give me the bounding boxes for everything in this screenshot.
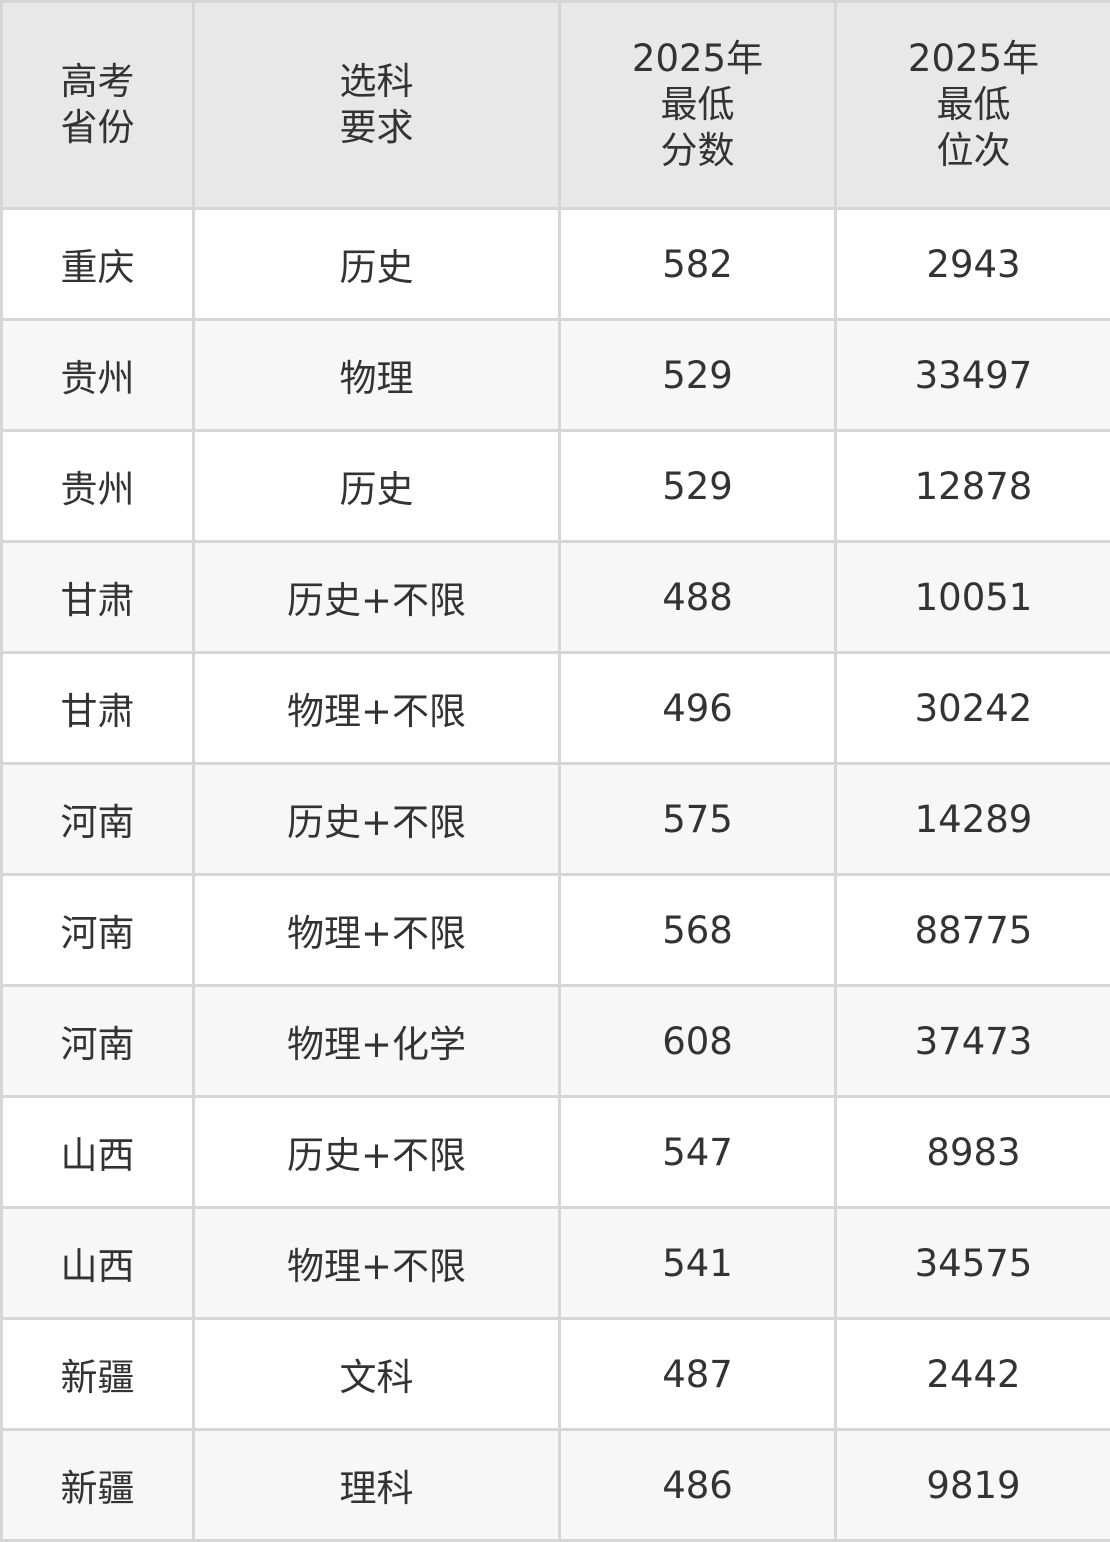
header-cell: 2025年 最低 位次 bbox=[834, 0, 1110, 210]
table-cell: 582 bbox=[558, 207, 837, 321]
table-cell: 486 bbox=[558, 1428, 837, 1542]
table-cell: 496 bbox=[558, 651, 837, 765]
table-cell: 历史+不限 bbox=[192, 762, 561, 876]
table-header: 高考 省份 选科 要求 2025年 最低 分数 2025年 最低 位次 bbox=[0, 0, 1110, 210]
table-cell: 贵州 bbox=[0, 429, 195, 543]
table-row: 重庆 历史 582 2943 bbox=[0, 207, 1110, 321]
table-row: 贵州 物理 529 33497 bbox=[0, 318, 1110, 432]
table-cell: 重庆 bbox=[0, 207, 195, 321]
table-cell: 10051 bbox=[834, 540, 1110, 654]
table-cell: 541 bbox=[558, 1206, 837, 1320]
table-cell: 物理+不限 bbox=[192, 873, 561, 987]
table-row: 河南 历史+不限 575 14289 bbox=[0, 762, 1110, 876]
table-cell: 历史+不限 bbox=[192, 540, 561, 654]
table-cell: 568 bbox=[558, 873, 837, 987]
table-cell: 历史+不限 bbox=[192, 1095, 561, 1209]
table-cell: 34575 bbox=[834, 1206, 1110, 1320]
table-cell: 历史 bbox=[192, 429, 561, 543]
table-cell: 33497 bbox=[834, 318, 1110, 432]
table-cell: 历史 bbox=[192, 207, 561, 321]
table-row: 河南 物理+化学 608 37473 bbox=[0, 984, 1110, 1098]
table-row: 河南 物理+不限 568 88775 bbox=[0, 873, 1110, 987]
table-cell: 新疆 bbox=[0, 1428, 195, 1542]
table-row: 甘肃 物理+不限 496 30242 bbox=[0, 651, 1110, 765]
table-cell: 河南 bbox=[0, 984, 195, 1098]
table-cell: 物理+不限 bbox=[192, 1206, 561, 1320]
table-row: 新疆 文科 487 2442 bbox=[0, 1317, 1110, 1431]
table-cell: 8983 bbox=[834, 1095, 1110, 1209]
table-cell: 14289 bbox=[834, 762, 1110, 876]
table-cell: 488 bbox=[558, 540, 837, 654]
header-cell: 2025年 最低 分数 bbox=[558, 0, 837, 210]
table-cell: 2943 bbox=[834, 207, 1110, 321]
table-cell: 529 bbox=[558, 429, 837, 543]
table-row: 山西 物理+不限 541 34575 bbox=[0, 1206, 1110, 1320]
table-cell: 甘肃 bbox=[0, 651, 195, 765]
header-cell: 选科 要求 bbox=[192, 0, 561, 210]
table-row: 新疆 理科 486 9819 bbox=[0, 1428, 1110, 1542]
table-cell: 88775 bbox=[834, 873, 1110, 987]
header-row: 高考 省份 选科 要求 2025年 最低 分数 2025年 最低 位次 bbox=[0, 0, 1110, 210]
table-cell: 物理+化学 bbox=[192, 984, 561, 1098]
table-cell: 山西 bbox=[0, 1095, 195, 1209]
table-cell: 529 bbox=[558, 318, 837, 432]
table-cell: 2442 bbox=[834, 1317, 1110, 1431]
table-body: 重庆 历史 582 2943 贵州 物理 529 33497 贵州 历史 529 12878 甘肃 历史+… bbox=[0, 207, 1110, 1542]
table-cell: 理科 bbox=[192, 1428, 561, 1542]
table-cell: 文科 bbox=[192, 1317, 561, 1431]
table-cell: 贵州 bbox=[0, 318, 195, 432]
table-cell: 甘肃 bbox=[0, 540, 195, 654]
table-cell: 608 bbox=[558, 984, 837, 1098]
table-cell: 37473 bbox=[834, 984, 1110, 1098]
header-cell: 高考 省份 bbox=[0, 0, 195, 210]
table-row: 贵州 历史 529 12878 bbox=[0, 429, 1110, 543]
table-cell: 新疆 bbox=[0, 1317, 195, 1431]
table-cell: 30242 bbox=[834, 651, 1110, 765]
table-cell: 547 bbox=[558, 1095, 837, 1209]
table-cell: 河南 bbox=[0, 762, 195, 876]
table-cell: 山西 bbox=[0, 1206, 195, 1320]
table-cell: 487 bbox=[558, 1317, 837, 1431]
table-row: 甘肃 历史+不限 488 10051 bbox=[0, 540, 1110, 654]
table-row: 山西 历史+不限 547 8983 bbox=[0, 1095, 1110, 1209]
table-cell: 12878 bbox=[834, 429, 1110, 543]
table-cell: 物理+不限 bbox=[192, 651, 561, 765]
table-cell: 河南 bbox=[0, 873, 195, 987]
table-cell: 物理 bbox=[192, 318, 561, 432]
table-cell: 9819 bbox=[834, 1428, 1110, 1542]
table-cell: 575 bbox=[558, 762, 837, 876]
